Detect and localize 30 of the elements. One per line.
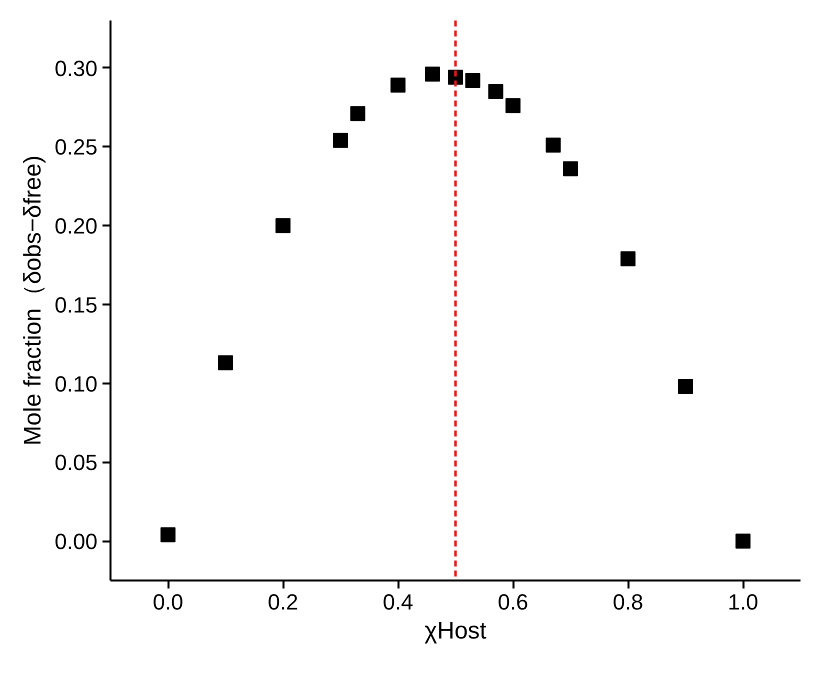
- x-tick-label: 0.6: [498, 590, 528, 614]
- x-tick-label: 0.2: [268, 590, 298, 614]
- x-tick-label: 1.0: [728, 590, 758, 614]
- point: [620, 251, 636, 266]
- point: [218, 355, 233, 370]
- x-tick-label: 0.0: [152, 590, 184, 614]
- y-axis-title: Mole fraction（δobs−δfree): [20, 155, 47, 446]
- x-axis-title: χHost: [424, 618, 487, 644]
- point: [276, 218, 290, 234]
- point: [546, 138, 561, 153]
- x-tick-label: 0.8: [612, 590, 644, 614]
- point: [506, 98, 520, 114]
- point: [678, 378, 693, 394]
- y-tick-label: 0.15: [54, 292, 98, 318]
- y-tick-label: 0.30: [54, 56, 98, 81]
- point: [390, 78, 406, 93]
- y-tick-label: 0.25: [54, 134, 98, 160]
- point: [736, 534, 750, 549]
- point: [160, 527, 176, 542]
- point: [563, 161, 578, 176]
- point: [488, 84, 504, 99]
- y-tick-label: 0.00: [54, 529, 98, 554]
- x-tick-label: 0.4: [382, 590, 414, 614]
- y-tick-label: 0.10: [54, 371, 98, 396]
- point: [465, 72, 480, 88]
- point: [333, 132, 348, 148]
- point: [425, 66, 440, 82]
- y-tick-label: 0.20: [54, 214, 98, 239]
- y-tick-label: 0.05: [54, 450, 98, 476]
- point: [350, 106, 366, 122]
